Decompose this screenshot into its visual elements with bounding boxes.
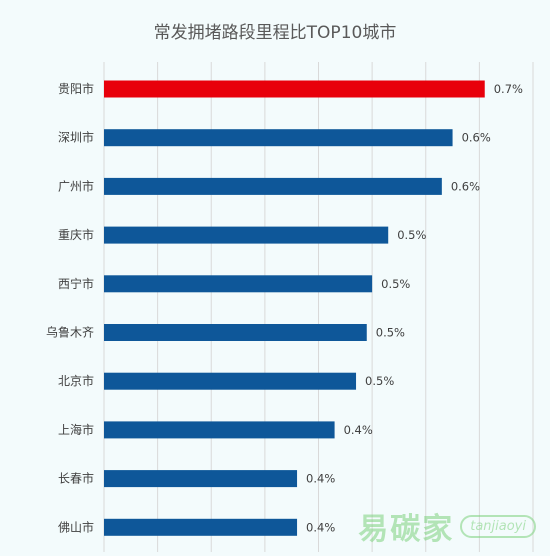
bar-0 [104,80,485,98]
data-label: 0.6% [462,131,491,145]
data-label: 0.5% [376,326,405,340]
bar-7 [104,421,335,439]
bar-4 [104,275,373,293]
data-label: 0.7% [494,82,523,96]
category-label: 重庆市 [58,227,94,242]
category-label: 西宁市 [58,276,94,291]
bar-6 [104,372,357,390]
data-label: 0.4% [306,472,335,486]
data-label: 0.4% [306,520,335,534]
category-label: 广州市 [58,178,94,193]
bar-5 [104,324,367,341]
bar-9 [104,518,298,536]
category-label: 深圳市 [58,130,94,145]
category-label: 乌鲁木齐 [46,325,94,340]
category-label: 北京市 [58,373,94,388]
category-label: 长春市 [58,471,94,486]
data-label: 0.5% [381,277,410,291]
category-label: 佛山市 [58,519,94,534]
bar-8 [104,470,298,488]
watermark-pill: tanjiaoyi [460,514,536,538]
chart-title: 常发拥堵路段里程比TOP10城市 [153,23,397,43]
data-label: 0.5% [365,374,394,388]
category-label: 贵阳市 [58,81,94,96]
watermark-text: 易碳家 [358,512,455,547]
category-label: 上海市 [58,422,94,437]
data-label: 0.5% [397,228,426,242]
bar-3 [104,226,389,244]
watermark-logo: 易碳家 tanjiaoyi [358,504,536,548]
data-label: 0.4% [344,423,373,437]
bar-2 [104,177,442,195]
data-label: 0.6% [451,179,480,193]
bar-1 [104,129,453,147]
